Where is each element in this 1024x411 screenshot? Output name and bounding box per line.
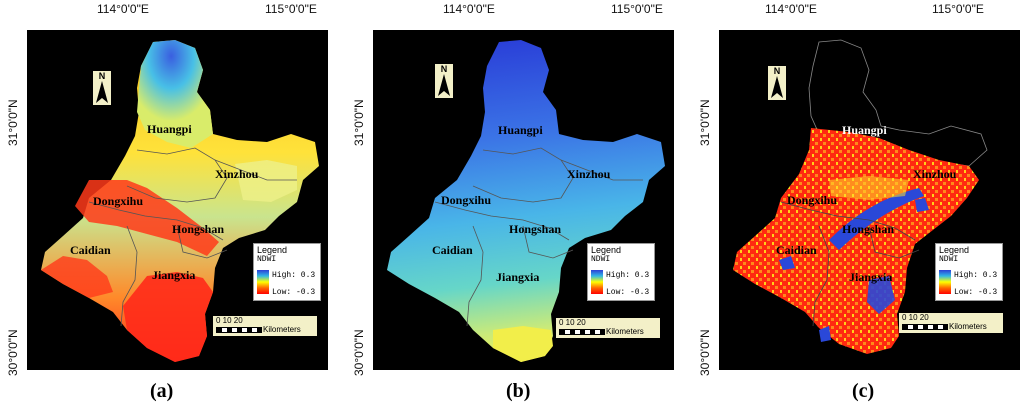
- label-hongshan: Hongshan: [842, 222, 895, 236]
- label-hongshan: Hongshan: [509, 222, 562, 236]
- north-arrow-a: N: [93, 71, 111, 105]
- scale-unit: Kilometers: [263, 325, 301, 334]
- latitude-label-30: 30°0'0"N: [6, 329, 20, 376]
- label-huangpi: Huangpi: [147, 122, 192, 136]
- caption-c: (c): [852, 380, 875, 402]
- longitude-label-114: 114°0'0"E: [765, 2, 817, 16]
- longitude-label-114: 114°0'0"E: [97, 2, 149, 16]
- scale-bar-graphic: [216, 327, 262, 333]
- caption-b: (b): [506, 380, 531, 402]
- north-arrow-icon: [771, 76, 783, 98]
- legend-colorbar: [591, 270, 603, 294]
- scale-bar-b: 0 10 20 Kilometers: [556, 318, 660, 338]
- scale-ticks: 0 10 20: [559, 318, 586, 327]
- label-caidian: Caidian: [776, 243, 817, 257]
- north-arrow-icon: [438, 74, 450, 96]
- legend-c: Legend NDWI High: 0.3 Low: -0.3: [935, 243, 1003, 301]
- legend-variable: NDWI: [591, 255, 611, 264]
- label-jiangxia: Jiangxia: [496, 270, 540, 284]
- label-huangpi: Huangpi: [842, 123, 887, 137]
- map-panel-a: 114°0'0"E 115°0'0"E 31°0'0"N 30°0'0"N: [0, 0, 330, 411]
- north-arrow-label: N: [440, 64, 448, 74]
- latitude-label-31: 31°0'0"N: [698, 99, 712, 146]
- longitude-label-115: 115°0'0"E: [265, 2, 317, 16]
- latitude-label-30: 30°0'0"N: [352, 329, 366, 376]
- label-caidian: Caidian: [70, 243, 111, 257]
- scale-bar-graphic: [559, 329, 605, 335]
- scale-unit: Kilometers: [606, 327, 644, 336]
- caption-a: (a): [150, 380, 174, 402]
- north-arrow-icon: [96, 81, 108, 103]
- latitude-label-30: 30°0'0"N: [698, 329, 712, 376]
- scale-bar-a: 0 10 20 Kilometers: [213, 316, 317, 336]
- label-xinzhou: Xinzhou: [913, 167, 957, 181]
- north-arrow-label: N: [98, 71, 106, 81]
- north-arrow-label: N: [773, 66, 781, 76]
- legend-high: High: 0.3: [272, 271, 316, 280]
- legend-low: Low: -0.3: [272, 288, 316, 297]
- north-arrow-c: N: [768, 66, 786, 100]
- legend-variable: NDWI: [257, 255, 277, 264]
- longitude-label-114: 114°0'0"E: [443, 2, 495, 16]
- legend-colorbar: [939, 270, 951, 294]
- map-panel-c: 114°0'0"E 115°0'0"E 31°0'0"N 30°0'0"N N …: [692, 0, 1022, 411]
- ndwi-map-a: [27, 30, 328, 370]
- longitude-label-115: 115°0'0"E: [611, 2, 663, 16]
- label-dongxihu: Dongxihu: [787, 193, 838, 207]
- legend-high: High: 0.3: [606, 271, 650, 280]
- legend-low: Low: -0.3: [606, 288, 650, 297]
- legend-high: High: 0.3: [954, 271, 998, 280]
- scale-ticks: 0 10 20: [216, 316, 243, 325]
- latitude-label-31: 31°0'0"N: [6, 99, 20, 146]
- label-hongshan: Hongshan: [172, 222, 225, 236]
- label-dongxihu: Dongxihu: [441, 193, 492, 207]
- map-panel-b: 114°0'0"E 115°0'0"E 31°0'0"N 30°0'0"N N: [346, 0, 676, 411]
- legend-title: Legend: [257, 245, 288, 255]
- label-huangpi: Huangpi: [498, 123, 543, 137]
- legend-a: Legend NDWI High: 0.3 Low: -0.3: [253, 243, 321, 301]
- ndwi-map-b: [373, 30, 674, 370]
- latitude-label-31: 31°0'0"N: [352, 99, 366, 146]
- scale-bar-graphic: [902, 324, 948, 330]
- legend-colorbar: [257, 270, 269, 294]
- label-caidian: Caidian: [432, 243, 473, 257]
- legend-title: Legend: [939, 245, 970, 255]
- label-xinzhou: Xinzhou: [567, 167, 611, 181]
- scale-bar-c: 0 10 20 Kilometers: [899, 313, 1003, 333]
- label-xinzhou: Xinzhou: [215, 167, 259, 181]
- legend-variable: NDWI: [939, 255, 959, 264]
- label-jiangxia: Jiangxia: [849, 270, 893, 284]
- north-arrow-b: N: [435, 64, 453, 98]
- scale-unit: Kilometers: [949, 322, 987, 331]
- label-jiangxia: Jiangxia: [152, 268, 196, 282]
- longitude-label-115: 115°0'0"E: [932, 2, 984, 16]
- legend-b: Legend NDWI High: 0.3 Low: -0.3: [587, 243, 655, 301]
- legend-low: Low: -0.3: [954, 288, 998, 297]
- legend-title: Legend: [591, 245, 622, 255]
- scale-ticks: 0 10 20: [902, 313, 929, 322]
- label-dongxihu: Dongxihu: [93, 194, 144, 208]
